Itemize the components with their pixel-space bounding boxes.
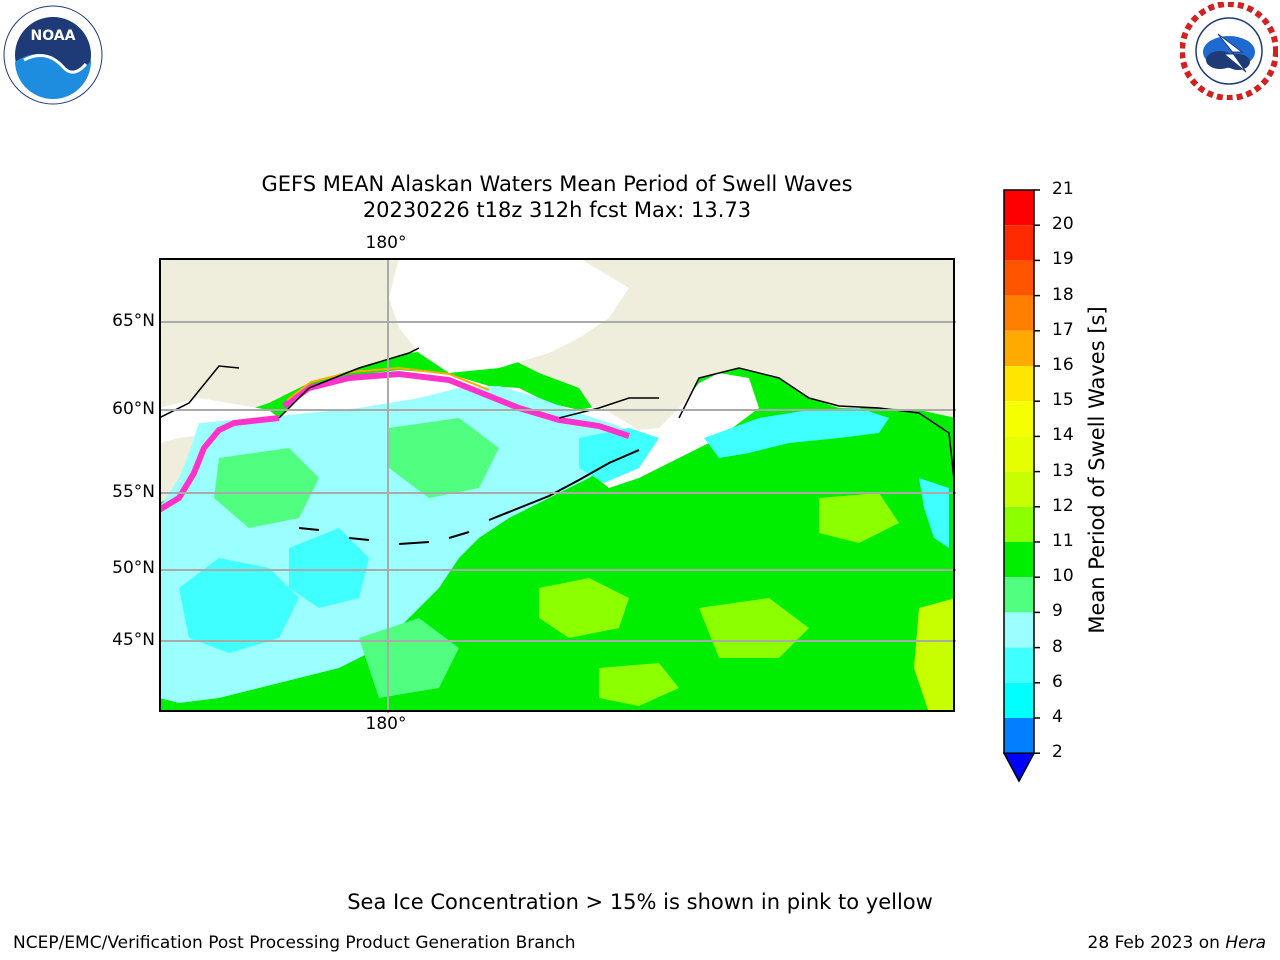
colorbar-tick-label: 21 (1052, 179, 1074, 199)
lat-label-45: 45°N (112, 630, 155, 650)
colorbar-segment (1004, 436, 1034, 472)
sea-ice-edge (160, 370, 630, 513)
colorbar-tick-label: 4 (1052, 707, 1063, 727)
yellow-green-patch-4 (819, 493, 899, 543)
colorbar (1002, 189, 1040, 783)
yellow-green-patch-3 (914, 598, 954, 711)
map-frame (159, 258, 955, 712)
colorbar-segment (1004, 577, 1034, 613)
colorbar-segment (1004, 225, 1034, 261)
colorbar-label: Mean Period of Swell Waves [s] (1085, 306, 1109, 634)
colorbar-tick-label: 12 (1052, 495, 1074, 516)
colorbar-tick-label: 18 (1052, 284, 1074, 305)
noaa-logo-text: NOAA (31, 28, 76, 44)
chart-subtitle: 20230226 t18z 312h fcst Max: 13.73 (362, 198, 752, 222)
colorbar-tick-label: 11 (1052, 531, 1074, 551)
colorbar-segment (1004, 542, 1034, 578)
nws-logo (1180, 2, 1278, 100)
light-green-patch-3 (359, 618, 459, 698)
lon-label-bottom: 180° (365, 714, 407, 734)
colorbar-tick-label: 20 (1052, 214, 1074, 235)
credit-branch: NCEP/EMC/Verification Post Processing Pr… (13, 933, 576, 953)
colorbar-tick-label: 6 (1052, 671, 1063, 692)
map-panel (159, 258, 956, 713)
colorbar-tick-label: 14 (1052, 425, 1074, 446)
colorbar-segment (1004, 401, 1034, 437)
credit-date: 28 Feb 2023 on Hera (1088, 933, 1266, 953)
graticule (159, 258, 956, 713)
light-green-patch-2 (389, 418, 499, 498)
colorbar-tick-label: 16 (1052, 355, 1074, 375)
yellow-green-patch-2 (699, 598, 809, 658)
colorbar-tick-label: 15 (1052, 390, 1074, 411)
yellow-green-patch-1 (539, 578, 629, 638)
colorbar-segment (1004, 366, 1034, 402)
colorbar-tick-label: 17 (1052, 319, 1074, 340)
ice-north (389, 259, 629, 373)
se-alaska-coast (919, 478, 949, 548)
lat-label-60: 60°N (112, 399, 155, 419)
colorbar-segment (1004, 647, 1034, 683)
colorbar-segment (1004, 260, 1034, 296)
colorbar-segment (1004, 190, 1034, 226)
sea-ice-footnote: Sea Ice Concentration > 15% is shown in … (347, 890, 933, 914)
chart-title: GEFS MEAN Alaskan Waters Mean Period of … (261, 172, 853, 196)
colorbar-segment (1004, 295, 1034, 331)
cyan-patch-1 (179, 558, 299, 653)
lon-label-top: 180° (365, 233, 407, 253)
coastline (160, 347, 954, 487)
gulf-coast-cyan (704, 408, 889, 458)
colorbar-tick-label: 13 (1052, 460, 1074, 481)
colorbar-segment (1004, 330, 1034, 366)
cyan-patch-2 (289, 528, 369, 608)
noaa-logo: NOAA (3, 5, 103, 105)
sea-ice-edge-outer (286, 366, 490, 401)
lat-label-50: 50°N (112, 558, 155, 578)
colorbar-segment (1004, 612, 1034, 648)
yellow-green-patch-5 (599, 663, 679, 706)
colorbar-tick-label: 9 (1052, 601, 1063, 622)
credit-machine: Hera (1225, 933, 1266, 953)
colorbar-segment (1004, 682, 1034, 718)
colorbar-under-arrow (1002, 752, 1036, 783)
light-green-patch-1 (214, 448, 319, 528)
colorbar-tick-label: 8 (1052, 636, 1063, 657)
colorbar-tick-label: 10 (1052, 566, 1074, 587)
land-mass (160, 259, 954, 503)
colorbar-segment (1004, 471, 1034, 507)
credit-date-text: 28 Feb 2023 on (1087, 933, 1220, 953)
colorbar-segment (1004, 506, 1034, 542)
colorbar-tick-label: 19 (1052, 249, 1074, 270)
lat-label-55: 55°N (112, 482, 155, 502)
colorbar-tick-label: 2 (1052, 742, 1063, 763)
lat-label-65: 65°N (112, 311, 155, 331)
aleutian-islands (298, 449, 640, 545)
colorbar-segment (1004, 718, 1034, 754)
